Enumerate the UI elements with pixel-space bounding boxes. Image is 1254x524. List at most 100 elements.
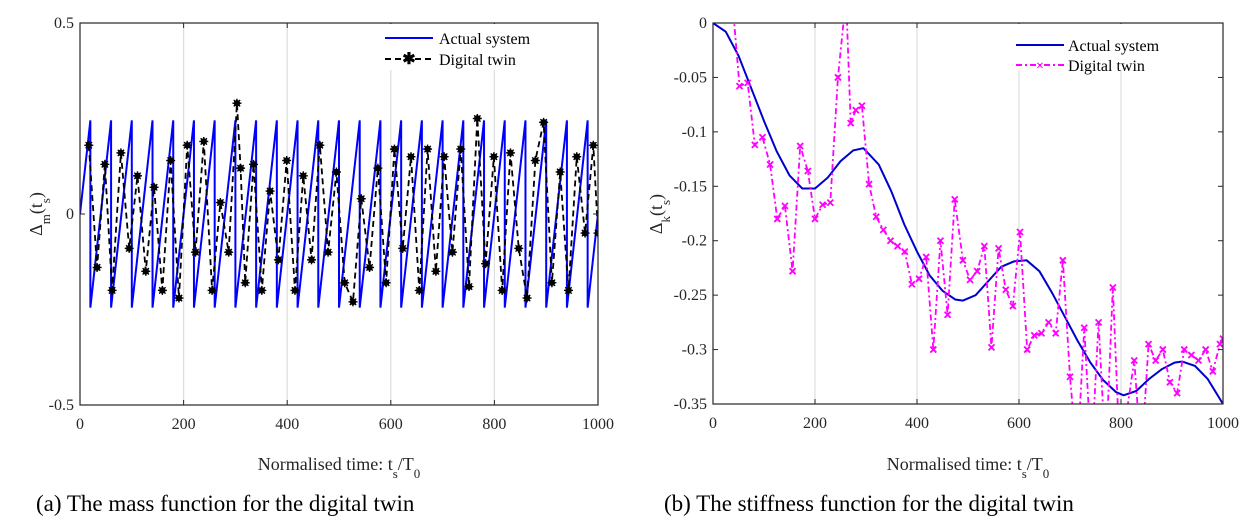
data-point-digital-twin [1130, 356, 1138, 365]
legend-label-twin-b: Digital twin [1068, 58, 1145, 75]
data-point-digital-twin [489, 152, 499, 162]
y-tick-label: 0.5 [54, 15, 74, 32]
data-point-digital-twin [943, 311, 952, 319]
data-point-digital-twin [973, 267, 981, 275]
data-point-digital-twin [481, 259, 491, 269]
data-point-digital-twin [191, 247, 201, 257]
legend-star-icon: ✱ [402, 51, 415, 68]
data-point-digital-twin [951, 195, 959, 203]
data-point-digital-twin [232, 98, 242, 108]
data-point-digital-twin [199, 136, 209, 146]
series-line-digital-twin [87, 103, 598, 303]
data-point-digital-twin [1088, 455, 1094, 461]
data-point-digital-twin [381, 278, 391, 288]
y-tick-label: 0 [66, 206, 74, 223]
data-point-digital-twin [886, 237, 895, 245]
data-point-digital-twin [1037, 329, 1046, 337]
legend-b: Actual system × Digital twin [1010, 24, 1221, 75]
data-point-digital-twin [879, 226, 887, 234]
data-point-digital-twin [157, 285, 167, 295]
data-point-digital-twin [348, 297, 358, 307]
data-point-digital-twin [788, 267, 797, 275]
data-point-digital-twin [236, 163, 246, 173]
data-point-digital-twin [182, 140, 192, 150]
data-point-digital-twin [365, 262, 375, 272]
mass-function-chart: 0 200 400 600 800 1000-0.500.5 Normalised tim… [26, 15, 614, 481]
data-point-digital-twin [588, 140, 598, 150]
data-point-digital-twin [406, 152, 416, 162]
data-point-digital-twin [729, 0, 735, 4]
data-point-digital-twin [1080, 324, 1088, 332]
data-point-digital-twin [811, 215, 819, 223]
data-point-digital-twin [414, 285, 424, 295]
data-point-digital-twin [781, 202, 789, 210]
y-tick-label: -0.2 [682, 233, 707, 250]
data-point-digital-twin [1180, 345, 1188, 354]
data-point-digital-twin [1144, 340, 1153, 348]
y-tick-label: -0.5 [49, 397, 74, 414]
data-point-digital-twin [423, 144, 433, 154]
data-point-digital-twin [547, 278, 557, 288]
data-point-digital-twin [530, 156, 540, 166]
chart-marks-b [713, 0, 1223, 461]
data-point-digital-twin [497, 285, 507, 295]
data-point-digital-twin [373, 163, 383, 173]
series-line-actual-system [80, 120, 598, 308]
data-point-digital-twin [1016, 228, 1024, 236]
data-point-digital-twin [1159, 345, 1167, 354]
data-point-digital-twin [84, 140, 94, 150]
data-point-digital-twin [1117, 455, 1123, 461]
data-point-digital-twin [922, 253, 930, 261]
data-point-digital-twin [773, 215, 781, 223]
data-point-digital-twin [826, 198, 834, 207]
x-tick-label: 600 [1007, 415, 1031, 432]
data-point-digital-twin [1002, 286, 1010, 294]
data-point-digital-twin [464, 282, 474, 292]
data-point-digital-twin [224, 247, 234, 257]
y-tick-label: -0.15 [674, 178, 707, 195]
data-point-digital-twin [215, 198, 225, 208]
data-point-digital-twin [796, 142, 804, 150]
chart-marks-a [80, 98, 598, 308]
data-point-digital-twin [1023, 345, 1031, 354]
data-point-digital-twin [858, 102, 866, 110]
data-point-digital-twin [282, 156, 292, 166]
data-point-digital-twin [514, 243, 524, 253]
legend-label-actual-a: Actual system [439, 31, 531, 48]
data-point-digital-twin [323, 247, 333, 257]
data-point-digital-twin [1216, 340, 1223, 348]
data-point-digital-twin [447, 247, 457, 257]
data-point-digital-twin [1074, 455, 1080, 461]
data-point-digital-twin [257, 285, 267, 295]
x-tick-label: 0 [76, 416, 84, 433]
data-point-digital-twin [735, 82, 744, 90]
data-point-digital-twin [107, 285, 117, 295]
data-point-digital-twin [1030, 331, 1038, 340]
data-point-digital-twin [1138, 455, 1144, 461]
data-point-digital-twin [758, 133, 767, 141]
data-point-digital-twin [980, 242, 988, 250]
x-tick-label: 200 [172, 416, 196, 433]
data-point-digital-twin [872, 213, 880, 221]
tick-labels-a: 0 200 400 600 800 1000-0.500.5 [49, 15, 614, 433]
caption-b: (b) The stiffness function for the digit… [664, 491, 1074, 516]
data-point-digital-twin [249, 159, 259, 169]
y-axis-label-b: Δk(ts) [646, 194, 673, 234]
x-tick-label: 1000 [582, 416, 614, 433]
data-point-digital-twin [865, 180, 873, 188]
y-tick-label: -0.25 [674, 287, 707, 304]
data-point-digital-twin [1209, 367, 1217, 375]
data-point-digital-twin [819, 201, 827, 209]
data-point-digital-twin [893, 242, 902, 250]
data-point-digital-twin [1202, 345, 1210, 354]
data-point-digital-twin [505, 148, 515, 158]
data-point-digital-twin [936, 237, 945, 245]
stiffness-function-chart: 0 200 400 600 800 1000 -0.35 -0.3 -0.25 -0.2 -0.15… [646, 0, 1239, 481]
data-point-digital-twin [1166, 378, 1174, 386]
data-point-digital-twin [959, 256, 967, 264]
data-point-digital-twin [572, 152, 582, 162]
data-point-digital-twin [908, 280, 916, 288]
data-point-digital-twin [966, 276, 974, 284]
data-point-digital-twin [116, 148, 126, 158]
